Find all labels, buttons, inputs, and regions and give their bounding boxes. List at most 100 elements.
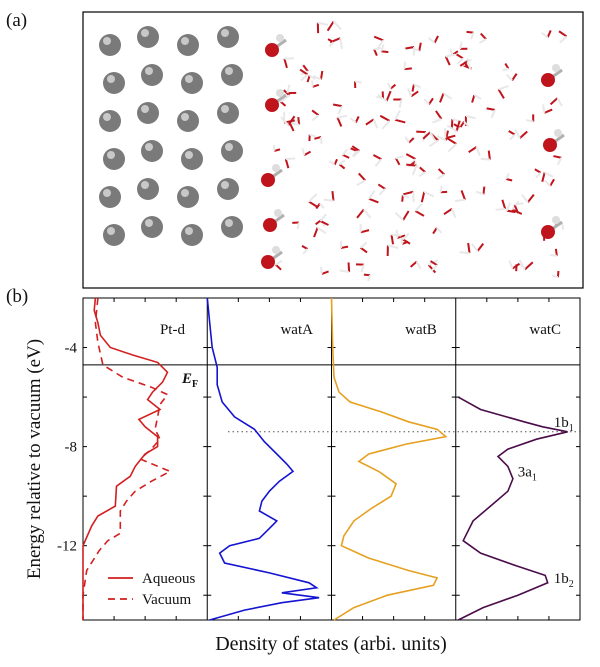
- water-molecule: [320, 266, 323, 274]
- water-molecule: [372, 154, 382, 161]
- adsorbed-hydrogen: [274, 209, 282, 217]
- pt-atom: [141, 64, 163, 86]
- dos-curve-aqueous: [82, 297, 169, 620]
- water-molecule: [420, 191, 426, 203]
- water-molecule: [551, 274, 559, 279]
- water-molecule: [354, 80, 362, 84]
- water-molecule: [505, 177, 513, 182]
- water-molecule: [408, 137, 415, 144]
- molecular-snapshot-frame: [82, 11, 584, 289]
- water-molecule: [319, 220, 329, 226]
- pt-atom: [99, 110, 121, 132]
- water-molecule: [466, 30, 474, 34]
- water-molecule: [365, 118, 375, 126]
- water-molecule: [284, 158, 290, 169]
- pt-atom-highlight: [103, 113, 111, 121]
- water-molecule: [553, 155, 562, 159]
- water-molecule: [498, 85, 509, 91]
- water-molecule: [311, 114, 320, 122]
- water-molecule: [402, 232, 410, 241]
- peak-annotation-subscript: 2: [569, 579, 574, 590]
- adsorbed-oxygen: [261, 255, 275, 269]
- water-molecule: [395, 229, 399, 239]
- water-molecule: [360, 229, 370, 234]
- water-molecule: [404, 136, 410, 144]
- adsorbed-hydrogen: [276, 89, 284, 97]
- water-molecule: [459, 251, 470, 255]
- water-molecule: [544, 108, 553, 114]
- pt-atom: [137, 178, 159, 200]
- x-axis-label: Density of states (arbi. units): [215, 633, 447, 655]
- water-molecule: [309, 74, 316, 80]
- water-molecule: [319, 213, 327, 222]
- pt-atom-highlight: [107, 75, 115, 83]
- peak-annotation: 1b2: [554, 571, 574, 590]
- water-molecule: [359, 241, 368, 249]
- water-molecule: [338, 163, 346, 170]
- water-molecule: [301, 147, 306, 156]
- subplot-title: watC: [529, 322, 561, 338]
- water-molecule: [535, 172, 542, 179]
- y-axis-label: Energy relative to vacuum (eV): [24, 339, 45, 579]
- water-molecule: [470, 32, 475, 40]
- pt-atom-highlight: [181, 189, 189, 197]
- water-molecule: [394, 211, 404, 221]
- legend-label: Aqueous: [142, 571, 195, 587]
- water-molecule: [317, 21, 329, 26]
- pt-atom: [103, 224, 125, 246]
- water-molecule: [359, 246, 368, 254]
- water-molecule: [526, 119, 534, 123]
- water-molecule: [406, 163, 417, 167]
- water-molecule: [524, 261, 534, 271]
- pt-atom: [141, 216, 163, 238]
- water-molecule: [429, 260, 438, 267]
- water-molecule: [378, 188, 386, 196]
- water-molecule: [350, 147, 358, 152]
- water-molecule: [487, 150, 491, 160]
- water-molecule: [337, 114, 348, 119]
- water-molecule: [410, 90, 419, 98]
- water-molecule: [381, 120, 391, 130]
- adsorbed-oxygen: [263, 218, 277, 232]
- water-molecule: [296, 222, 300, 230]
- water-molecule: [288, 122, 295, 132]
- water-molecule: [519, 130, 528, 139]
- water-molecule: [326, 20, 335, 32]
- water-molecule: [374, 47, 382, 51]
- water-molecule: [377, 183, 386, 190]
- water-molecule: [337, 105, 343, 115]
- water-molecule: [478, 38, 487, 44]
- water-molecule: [416, 130, 427, 134]
- pt-atom-highlight: [221, 29, 229, 37]
- water-molecule: [349, 117, 357, 124]
- pt-atom-highlight: [225, 219, 233, 227]
- water-molecule: [463, 120, 470, 127]
- water-molecule: [505, 172, 510, 180]
- water-molecule: [435, 110, 443, 120]
- panel-a-label: (a): [6, 10, 27, 31]
- pt-atom-highlight: [141, 29, 149, 37]
- water-molecule: [508, 130, 516, 136]
- pt-atom-highlight: [103, 189, 111, 197]
- water-molecule: [391, 233, 402, 237]
- water-molecule: [367, 274, 371, 282]
- peak-annotation-subscript: 1: [532, 472, 537, 483]
- y-tick-label: -8: [65, 440, 78, 456]
- water-molecule: [459, 121, 465, 128]
- adsorbed-oxygen: [265, 43, 279, 57]
- water-molecule: [286, 84, 291, 94]
- water-molecule: [402, 194, 410, 199]
- water-molecule: [381, 50, 389, 54]
- water-molecule: [300, 73, 309, 82]
- water-molecule: [556, 97, 563, 107]
- water-molecule: [373, 48, 378, 57]
- adsorbed-hydrogen: [272, 246, 280, 254]
- water-molecule: [354, 115, 360, 123]
- water-molecule: [430, 264, 438, 272]
- water-molecule: [302, 64, 309, 72]
- water-molecule: [308, 200, 319, 209]
- water-molecule: [317, 226, 327, 235]
- water-molecule: [431, 118, 442, 124]
- water-molecule: [413, 83, 421, 89]
- water-molecule: [347, 262, 351, 273]
